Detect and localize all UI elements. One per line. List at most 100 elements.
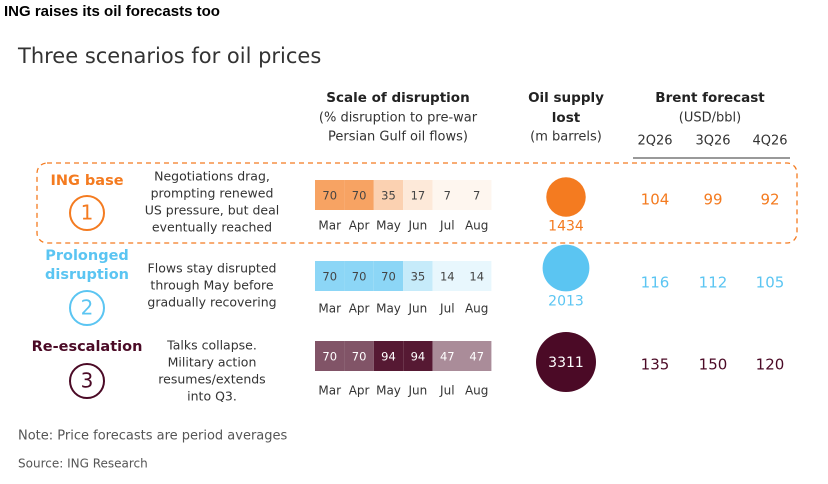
month-label: Mar	[318, 384, 341, 398]
disruption-value: 70	[322, 350, 337, 364]
quarter-label: 2Q26	[637, 134, 672, 149]
disruption-cell	[403, 341, 433, 371]
disruption-cell	[344, 341, 374, 371]
supply-bubble	[542, 244, 590, 292]
disruption-value: 94	[411, 350, 426, 364]
disruption-value: 17	[411, 189, 426, 203]
column-title: Scale of disruption	[326, 90, 469, 106]
scenario-description: resumes/extends	[158, 372, 265, 387]
supply-value: 2013	[548, 293, 584, 309]
disruption-value: 70	[381, 270, 396, 284]
scenario-description: Negotiations drag,	[154, 169, 270, 184]
disruption-value: 47	[469, 350, 484, 364]
scenario-badge	[69, 290, 105, 326]
supply-bubble	[546, 177, 586, 217]
scenario-description: Flows stay disrupted	[148, 261, 277, 276]
disruption-value: 70	[352, 270, 367, 284]
forecast-value: 116	[641, 274, 670, 292]
disruption-cell	[315, 180, 345, 210]
disruption-value: 94	[381, 350, 396, 364]
month-label: Aug	[465, 219, 488, 233]
month-label: Apr	[349, 219, 370, 233]
disruption-value: 14	[440, 270, 455, 284]
forecast-value: 104	[641, 191, 670, 209]
page-title: ING raises its oil forecasts too	[4, 3, 220, 20]
supply-value: 3311	[548, 355, 584, 371]
month-label: Mar	[318, 302, 341, 316]
disruption-value: 70	[322, 270, 337, 284]
disruption-cell	[432, 341, 462, 371]
disruption-cell	[373, 180, 404, 210]
supply-value: 1434	[548, 219, 584, 235]
disruption-cell	[373, 341, 404, 371]
disruption-cell	[432, 261, 462, 291]
scenario-number: 2	[81, 296, 94, 320]
month-label: Jun	[408, 384, 428, 398]
scenario-description: gradually recovering	[147, 295, 276, 310]
subtitle: Three scenarios for oil prices	[17, 44, 321, 68]
disruption-cell	[403, 261, 433, 291]
month-label: Apr	[349, 302, 370, 316]
disruption-value: 14	[469, 270, 484, 284]
column-subtitle: (USD/bbl)	[679, 111, 741, 126]
note: Note: Price forecasts are period average…	[18, 429, 288, 444]
month-label: Jul	[439, 384, 454, 398]
scenario-name: ING base	[50, 173, 123, 189]
month-label: Aug	[465, 384, 488, 398]
disruption-value: 35	[381, 189, 396, 203]
disruption-cell	[315, 261, 345, 291]
column-subtitle: (m barrels)	[530, 130, 602, 145]
month-label: Aug	[465, 302, 488, 316]
scenario-description: US pressure, but deal	[145, 203, 280, 218]
month-label: Jul	[439, 219, 454, 233]
forecast-value: 92	[760, 191, 779, 209]
column-subtitle: Persian Gulf oil flows)	[328, 130, 468, 145]
quarter-label: 4Q26	[752, 134, 787, 149]
column-title: Oil supply	[528, 90, 604, 106]
month-label: May	[376, 219, 401, 233]
month-label: May	[376, 302, 401, 316]
forecast-value: 150	[699, 356, 728, 374]
quarter-label: 3Q26	[695, 134, 730, 149]
source: Source: ING Research	[18, 457, 148, 471]
forecast-value: 120	[756, 356, 785, 374]
disruption-cell	[344, 261, 374, 291]
scenario-number: 1	[81, 201, 94, 225]
disruption-value: 47	[440, 350, 455, 364]
scenario-name: Re-escalation	[32, 339, 143, 355]
forecast-value: 99	[703, 191, 722, 209]
disruption-value: 7	[473, 189, 480, 203]
disruption-value: 70	[352, 350, 367, 364]
scenario-description: Talks collapse.	[166, 338, 257, 353]
forecast-value: 105	[756, 274, 785, 292]
disruption-value: 70	[352, 189, 367, 203]
supply-bubble	[536, 332, 596, 392]
month-label: Jun	[408, 219, 428, 233]
disruption-cell	[373, 261, 404, 291]
month-label: Mar	[318, 219, 341, 233]
column-subtitle: (% disruption to pre-war	[319, 111, 478, 126]
scenario-badge	[69, 195, 105, 231]
disruption-cell	[315, 341, 345, 371]
column-title: Brent forecast	[655, 90, 765, 106]
scenario-description: Military action	[168, 355, 257, 370]
column-title: lost	[552, 110, 581, 126]
month-label: Jul	[439, 302, 454, 316]
month-label: Apr	[349, 384, 370, 398]
scenario-badge	[69, 363, 105, 399]
scenario-description: into Q3.	[187, 389, 237, 404]
scenario-description: through May before	[150, 278, 273, 293]
disruption-cell	[462, 341, 492, 371]
base-highlight	[36, 162, 798, 244]
disruption-cell	[462, 180, 492, 210]
scenario-name: disruption	[45, 267, 129, 283]
disruption-cell	[462, 261, 492, 291]
forecast-value: 135	[641, 356, 670, 374]
disruption-value: 7	[444, 189, 451, 203]
disruption-cell	[432, 180, 462, 210]
disruption-cell	[344, 180, 374, 210]
scenario-description: eventually reached	[152, 220, 272, 235]
scenario-name: Prolonged	[45, 248, 129, 264]
disruption-value: 70	[322, 189, 337, 203]
